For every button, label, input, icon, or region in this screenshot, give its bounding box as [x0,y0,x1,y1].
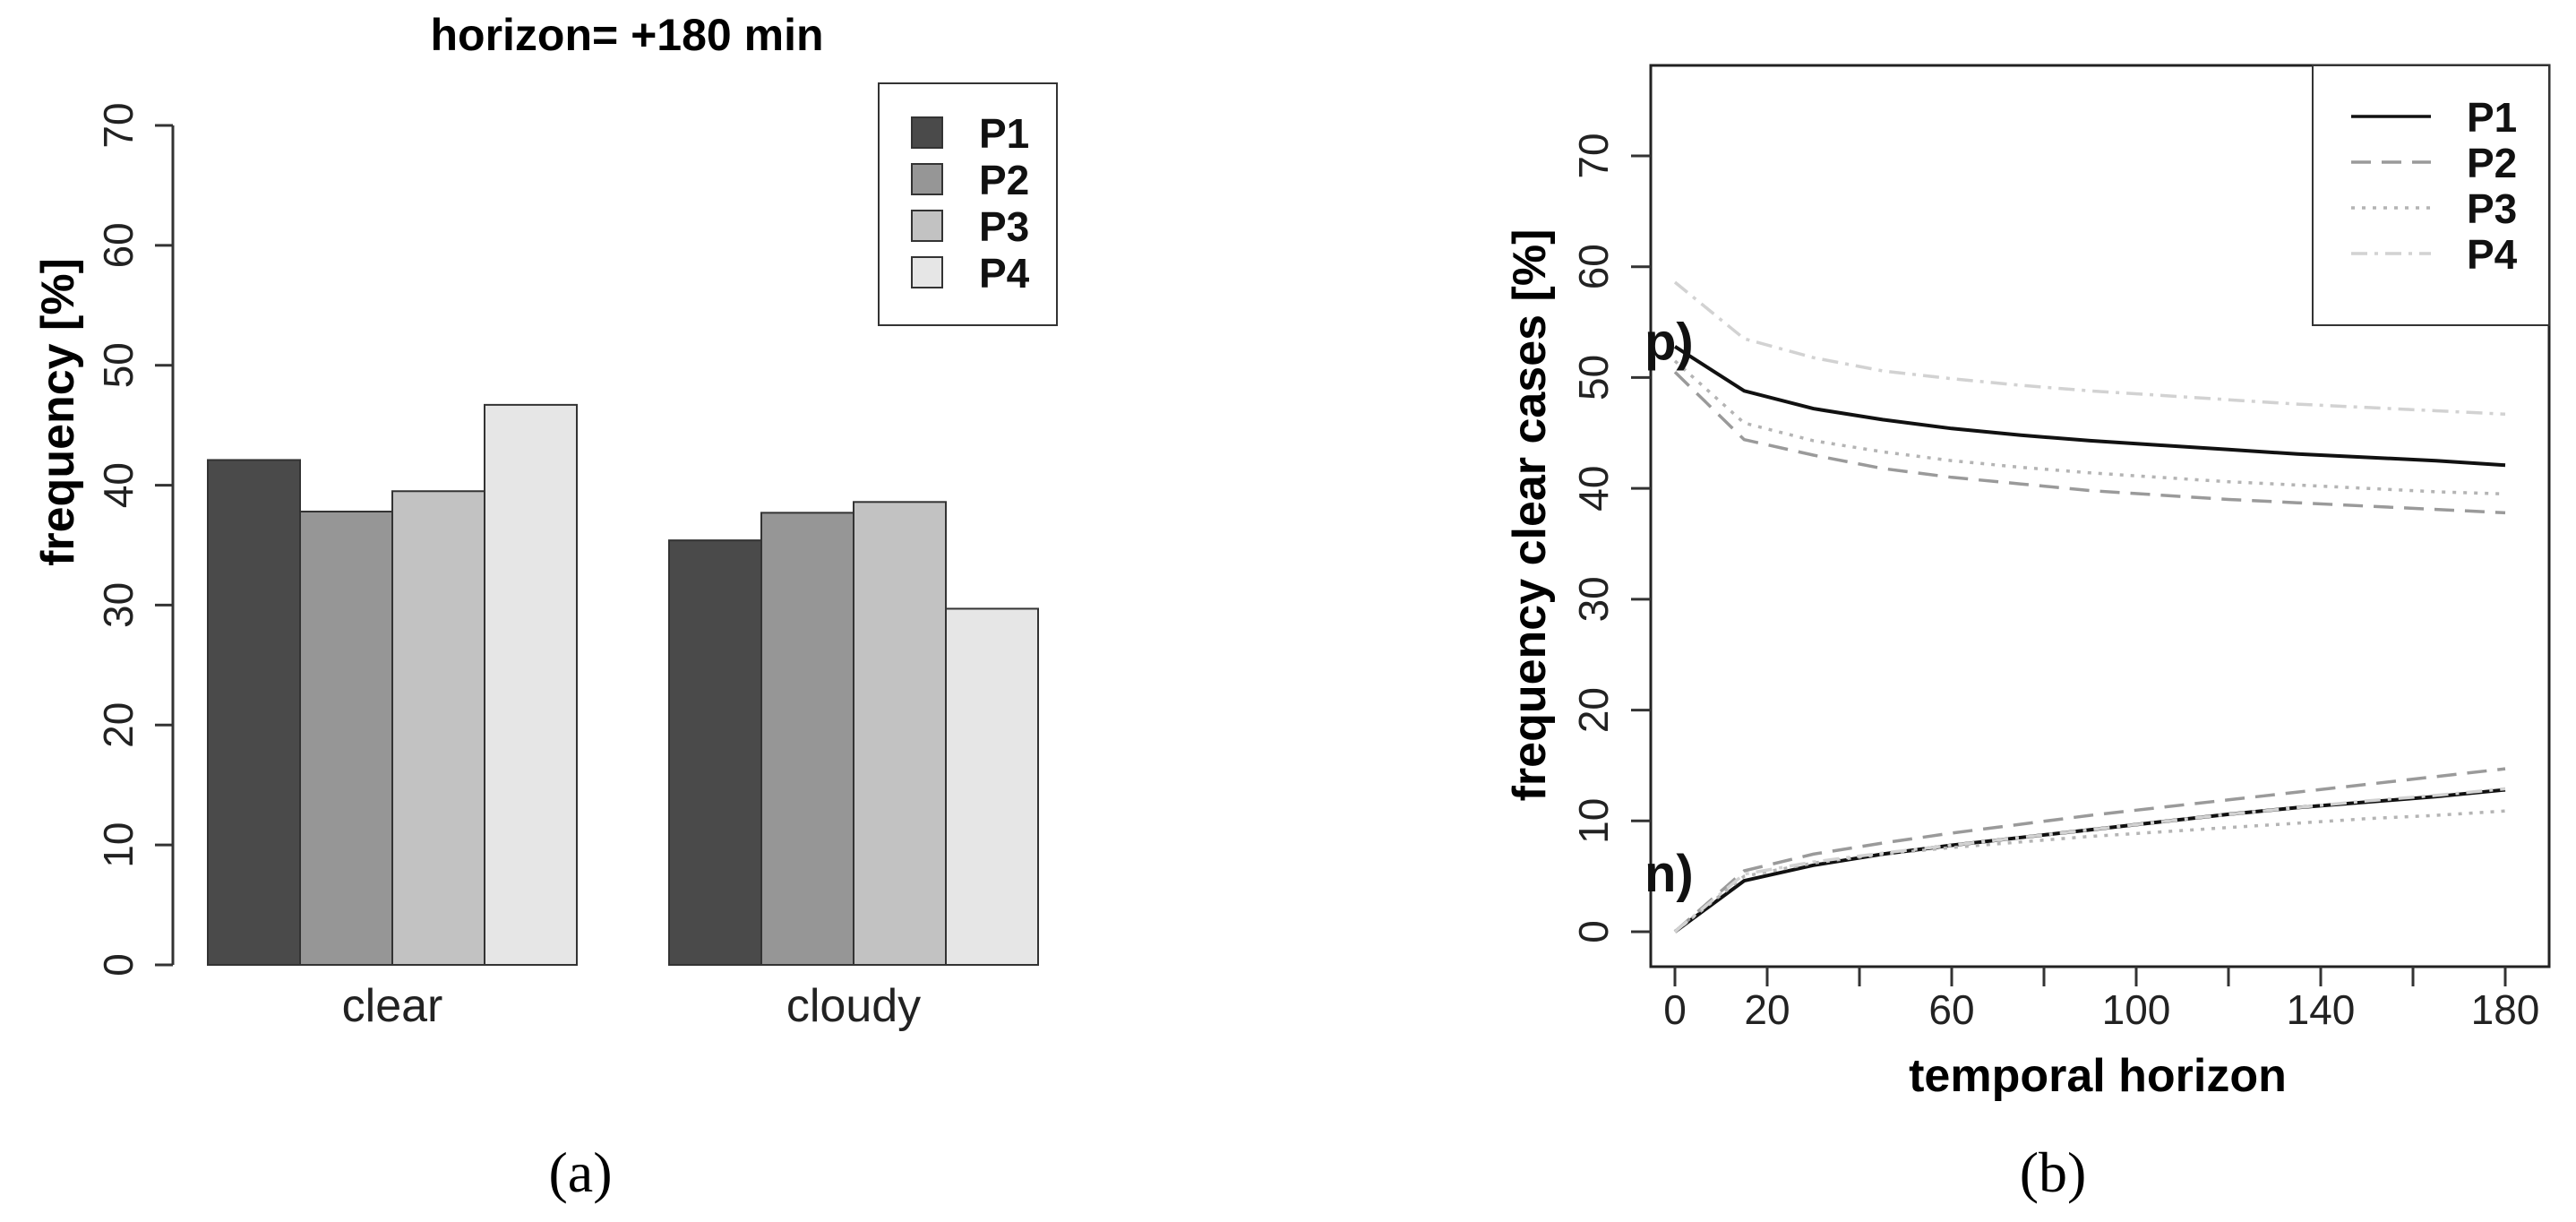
x-tick-label: 60 [1928,986,1974,1033]
x-axis-label: temporal horizon [1909,1050,2287,1102]
legend-box [878,82,1058,326]
y-tick-label: 30 [95,582,142,628]
x-tick-label: 20 [1744,986,1790,1033]
legend-swatch [911,116,943,149]
y-tick-label: 60 [95,222,142,268]
x-category-labels: clear cloudy [342,980,922,1032]
y-tick-label: 70 [1570,133,1617,178]
legend-label: P2 [979,157,1029,203]
legend-label: P2 [2467,140,2517,186]
y-tick-label: 50 [1570,355,1617,400]
series-line [1673,787,2506,934]
line-chart-panel: frequency clear cases [%] temporal horiz… [1504,64,2551,1204]
bar [299,511,393,967]
series-line [1673,370,2506,515]
y-tick-label: 70 [95,102,142,148]
plot-frame [1649,64,2551,968]
panel-caption-b: (b) [2020,1140,2087,1204]
y-tick-label: 60 [1570,244,1617,289]
y-tick-label: 0 [1570,920,1617,943]
y-tick-label: 20 [95,702,142,748]
y-axis: 0 10 20 30 40 50 60 70 [95,102,175,977]
y-axis: 0 10 20 30 40 50 60 70 [1570,133,1651,943]
legend-label: P4 [979,250,1030,297]
legend-label: P4 [2467,231,2518,278]
legend-box [2312,65,2550,326]
bar-chart-panel: horizon= +180 min frequency [%] 0 10 20 30 4… [32,10,1058,1204]
legend-label: P1 [979,110,1029,157]
x-tick-label: 100 [2102,986,2171,1033]
bar [207,459,301,966]
panel-caption-a: (a) [548,1140,612,1204]
x-axis: 0 20 60 100 140 180 [1663,967,2539,1033]
y-tick-label: 10 [1570,798,1617,844]
bar [668,539,762,966]
y-axis-label: frequency [%] [32,258,84,566]
y-tick-label: 20 [1570,687,1617,733]
x-tick-label: 140 [2287,986,2356,1033]
legend-label: P3 [979,203,1029,250]
legend-label: P3 [2467,185,2517,232]
bar [391,490,485,966]
legend-swatch [911,210,943,242]
y-tick-label: 10 [95,822,142,868]
bar [853,501,947,966]
y-tick-label: 40 [1570,466,1617,512]
series-line [1673,345,2506,468]
series-line [1673,787,2506,934]
series-line [1673,359,2506,496]
legend-label: P1 [2467,94,2517,141]
y-axis-label: frequency clear cases [%] [1504,229,1556,802]
bar [945,607,1039,966]
legend-swatch [911,256,943,288]
line-annotation: n) [1644,845,1694,903]
series-lines [1673,280,2506,934]
y-tick-label: 50 [95,342,142,388]
bars [207,403,1039,967]
chart-title: horizon= +180 min [430,10,823,60]
y-tick-label: 0 [95,953,142,977]
line-annotation: p) [1644,313,1694,371]
x-tick-label: 0 [1663,986,1687,1033]
bar [760,512,854,966]
bar [484,403,578,966]
series-line [1673,280,2506,417]
y-tick-label: 30 [1570,576,1617,622]
x-category-label: clear [342,980,443,1032]
legend-swatch [911,163,943,195]
x-category-label: cloudy [786,980,921,1032]
series-line [1673,767,2506,934]
annotations: p) n) [1644,313,1694,903]
x-tick-label: 180 [2471,986,2540,1033]
y-tick-label: 40 [95,462,142,508]
